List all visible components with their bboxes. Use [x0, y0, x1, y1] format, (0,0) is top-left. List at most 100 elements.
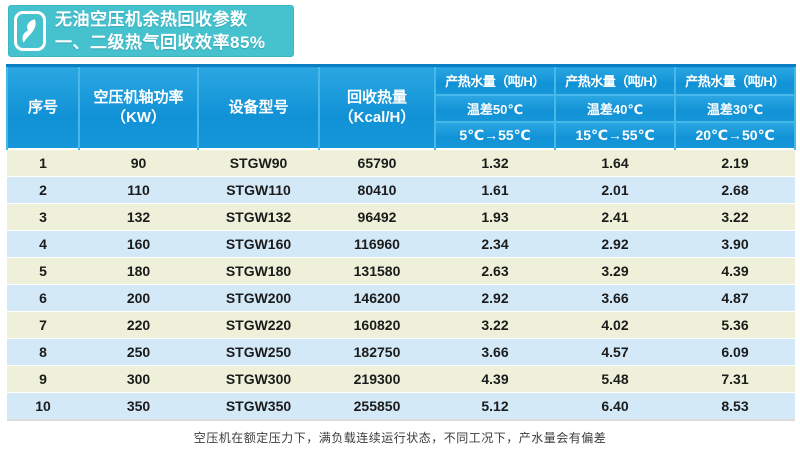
- cell-model: STGW90: [198, 148, 319, 177]
- cell-model: STGW132: [198, 203, 319, 231]
- banner-title: 无油空压机余热回收参数: [55, 10, 248, 29]
- cell-shaft-power: 350: [79, 392, 198, 421]
- cell-shaft-power: 200: [79, 284, 198, 312]
- cell-water-40: 3.66: [555, 284, 675, 312]
- cell-water-50: 3.22: [435, 311, 555, 339]
- table-row: 1 90 STGW90 65790 1.32 1.64 2.19: [7, 148, 795, 177]
- cell-model: STGW350: [198, 392, 319, 421]
- cell-model: STGW180: [198, 257, 319, 285]
- cell-shaft-power: 220: [79, 311, 198, 339]
- col-header-water-30-title: 产热水量（吨/H）: [674, 64, 796, 96]
- cell-water-50: 1.61: [435, 176, 555, 204]
- cell-water-40: 3.29: [555, 257, 675, 285]
- cell-model: STGW110: [198, 176, 319, 204]
- table-body: 1 90 STGW90 65790 1.32 1.64 2.19 2 110 STGW110 804…: [7, 148, 795, 421]
- col-header-water-40-title: 产热水量（吨/H）: [554, 64, 676, 96]
- cell-water-50: 5.12: [435, 392, 555, 421]
- table-row: 8 250 STGW250 182750 3.66 4.57 6.09: [7, 338, 795, 366]
- col-header-water-40-diff: 温差40℃: [554, 95, 676, 123]
- cell-shaft-power: 300: [79, 365, 198, 393]
- cell-shaft-power: 90: [79, 148, 198, 177]
- table-row: 3 132 STGW132 96492 1.93 2.41 3.22: [7, 203, 795, 231]
- table-row: 6 200 STGW200 146200 2.92 3.66 4.87: [7, 284, 795, 312]
- cell-serial: 5: [7, 257, 79, 285]
- cell-recovered-heat: 80410: [319, 176, 435, 204]
- col-header-recovered-heat: 回收热量 （Kcal/H）: [318, 64, 436, 149]
- cell-recovered-heat: 255850: [319, 392, 435, 421]
- cell-water-30: 7.31: [675, 365, 795, 393]
- cell-water-30: 2.19: [675, 148, 795, 177]
- cell-water-30: 2.68: [675, 176, 795, 204]
- cell-model: STGW160: [198, 230, 319, 258]
- cell-shaft-power: 132: [79, 203, 198, 231]
- cell-water-40: 2.01: [555, 176, 675, 204]
- table-row: 10 350 STGW350 255850 5.12 6.40 8.53: [7, 392, 795, 421]
- cell-serial: 10: [7, 392, 79, 421]
- cell-water-30: 4.87: [675, 284, 795, 312]
- col-header-shaft-power: 空压机轴功率 （KW）: [78, 64, 199, 149]
- cell-serial: 9: [7, 365, 79, 393]
- banner-subtitle: 一、二级热气回收效率85%: [55, 33, 266, 52]
- col-header-water-50-range: 5℃→55℃: [434, 122, 556, 149]
- cell-water-40: 6.40: [555, 392, 675, 421]
- s-swoosh-icon: [22, 19, 36, 43]
- cell-water-50: 3.66: [435, 338, 555, 366]
- cell-recovered-heat: 219300: [319, 365, 435, 393]
- cell-shaft-power: 180: [79, 257, 198, 285]
- col-header-water-30-range: 20℃→50℃: [674, 122, 796, 149]
- cell-water-50: 1.93: [435, 203, 555, 231]
- cell-serial: 6: [7, 284, 79, 312]
- recovered-heat-label-line2: （Kcal/H）: [338, 108, 416, 126]
- cell-water-50: 2.34: [435, 230, 555, 258]
- table-row: 2 110 STGW110 80410 1.61 2.01 2.68: [7, 176, 795, 204]
- col-header-serial: 序号: [6, 64, 80, 149]
- cell-serial: 8: [7, 338, 79, 366]
- footer-note: 空压机在额定压力下，满负载连续运行状态，不同工况下，产水量会有偏差: [193, 431, 607, 445]
- cell-water-30: 4.39: [675, 257, 795, 285]
- cell-water-50: 2.63: [435, 257, 555, 285]
- cell-serial: 4: [7, 230, 79, 258]
- title-banner: 无油空压机余热回收参数 一、二级热气回收效率85%: [8, 5, 294, 57]
- cell-serial: 7: [7, 311, 79, 339]
- cell-recovered-heat: 96492: [319, 203, 435, 231]
- col-header-water-50-diff: 温差50℃: [434, 95, 556, 123]
- table-row: 9 300 STGW300 219300 4.39 5.48 7.31: [7, 365, 795, 393]
- cell-model: STGW300: [198, 365, 319, 393]
- cell-water-50: 1.32: [435, 148, 555, 177]
- cell-water-50: 4.39: [435, 365, 555, 393]
- cell-model: STGW220: [198, 311, 319, 339]
- banner-text: 无油空压机余热回收参数 一、二级热气回收效率85%: [55, 8, 266, 54]
- cell-water-30: 8.53: [675, 392, 795, 421]
- cell-water-40: 4.57: [555, 338, 675, 366]
- cell-water-40: 2.92: [555, 230, 675, 258]
- cell-serial: 1: [7, 148, 79, 177]
- heat-recovery-table: 序号 空压机轴功率 （KW） 设备型号 回收热量 （Kcal/H） 产热水量（吨…: [6, 64, 796, 421]
- col-header-water-40-range: 15℃→55℃: [554, 122, 676, 149]
- cell-water-40: 4.02: [555, 311, 675, 339]
- cell-water-40: 1.64: [555, 148, 675, 177]
- cell-shaft-power: 250: [79, 338, 198, 366]
- col-header-water-50-title: 产热水量（吨/H）: [434, 64, 556, 96]
- cell-water-40: 5.48: [555, 365, 675, 393]
- cell-shaft-power: 160: [79, 230, 198, 258]
- table-row: 5 180 STGW180 131580 2.63 3.29 4.39: [7, 257, 795, 285]
- cell-water-30: 5.36: [675, 311, 795, 339]
- cell-serial: 2: [7, 176, 79, 204]
- cell-recovered-heat: 131580: [319, 257, 435, 285]
- cell-model: STGW250: [198, 338, 319, 366]
- cell-serial: 3: [7, 203, 79, 231]
- col-header-model: 设备型号: [197, 64, 320, 149]
- cell-recovered-heat: 65790: [319, 148, 435, 177]
- cell-recovered-heat: 146200: [319, 284, 435, 312]
- table-row: 7 220 STGW220 160820 3.22 4.02 5.36: [7, 311, 795, 339]
- shaft-power-label-line1: 空压机轴功率: [93, 88, 184, 106]
- cell-recovered-heat: 160820: [319, 311, 435, 339]
- cell-shaft-power: 110: [79, 176, 198, 204]
- table-header: 序号 空压机轴功率 （KW） 设备型号 回收热量 （Kcal/H） 产热水量（吨…: [6, 64, 796, 149]
- cell-water-40: 2.41: [555, 203, 675, 231]
- cell-water-30: 3.90: [675, 230, 795, 258]
- cell-water-30: 6.09: [675, 338, 795, 366]
- recovered-heat-label-line1: 回收热量: [346, 88, 407, 106]
- cell-model: STGW200: [198, 284, 319, 312]
- cell-water-50: 2.92: [435, 284, 555, 312]
